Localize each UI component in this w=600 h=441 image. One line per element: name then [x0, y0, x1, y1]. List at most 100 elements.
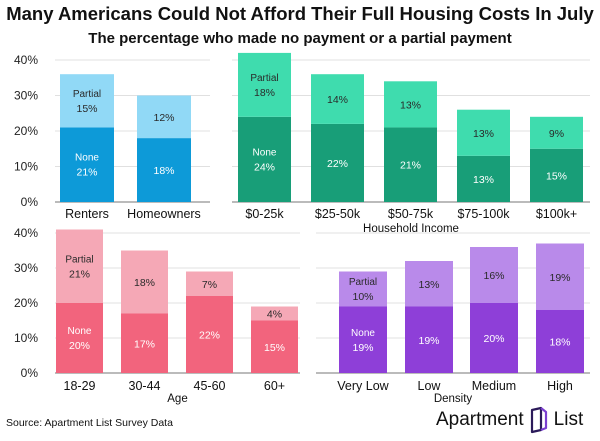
y-tick-label-2-2: 20% [14, 296, 38, 310]
data-label-2-0-1: 21% [69, 268, 90, 280]
y-tick-label-2-0: 0% [21, 366, 39, 380]
category-label-3-1: Low [418, 379, 442, 393]
category-label-3-3: High [547, 379, 573, 393]
bar-3-3-0 [536, 310, 584, 373]
x-axis-title-3: Density [434, 393, 473, 405]
data-label-1-2-1: 13% [400, 99, 421, 111]
data-label-3-1-0: 19% [418, 335, 439, 347]
data-label-0-0-0: 21% [76, 167, 97, 179]
y-tick-label-0-0: 0% [21, 195, 39, 209]
category-label-1-4: $100k+ [536, 207, 577, 221]
chart-title: Many Americans Could Not Afford Their Fu… [6, 3, 594, 24]
data-label-3-0-1: 10% [352, 291, 373, 303]
data-label-3-2-0: 20% [483, 333, 504, 345]
y-tick-label-0-4: 40% [14, 53, 38, 67]
series-name-label-1-0: None [253, 147, 277, 158]
data-label-2-1-1: 18% [134, 277, 155, 289]
bar-1-2-0 [384, 127, 437, 202]
data-label-2-3-1: 4% [267, 309, 282, 321]
bar-1-2-1 [384, 81, 437, 128]
series-name-label-2-0: None [68, 326, 92, 337]
data-label-3-3-0: 18% [549, 337, 570, 349]
bar-3-0-1 [339, 271, 387, 307]
y-tick-label-0-3: 30% [14, 89, 38, 103]
data-label-0-1-0: 18% [153, 165, 174, 177]
bar-3-3-1 [536, 243, 584, 310]
bar-0-1-0 [137, 138, 191, 202]
data-label-1-3-0: 13% [473, 174, 494, 186]
series-name-label-1-1: Partial [250, 73, 278, 84]
data-label-3-2-1: 16% [483, 270, 504, 282]
data-label-3-0-0: 19% [352, 342, 373, 354]
bar-3-2-0 [470, 303, 518, 373]
category-label-2-2: 45-60 [194, 379, 226, 393]
category-label-1-0: $0-25k [245, 207, 284, 221]
bar-1-1-0 [311, 123, 364, 202]
category-label-2-0: 18-29 [64, 379, 96, 393]
category-label-2-1: 30-44 [129, 379, 161, 393]
source-note: Source: Apartment List Survey Data [6, 417, 173, 429]
y-tick-label-0-1: 10% [14, 160, 38, 174]
bar-3-2-1 [470, 247, 518, 303]
data-label-2-1-0: 17% [134, 338, 155, 350]
y-tick-label-2-1: 10% [14, 331, 38, 345]
bar-1-0-0 [238, 116, 291, 202]
bar-1-4-0 [530, 148, 583, 202]
bar-0-0-0 [60, 127, 114, 202]
data-label-1-1-1: 14% [327, 94, 348, 106]
bar-2-1-0 [121, 313, 168, 373]
data-label-0-1-1: 12% [153, 112, 174, 124]
x-axis-title-2: Age [167, 393, 187, 405]
data-label-1-2-0: 21% [400, 160, 421, 172]
series-name-label-2-1: Partial [65, 254, 93, 265]
bar-1-4-1 [530, 116, 583, 149]
y-tick-label-0-2: 20% [14, 124, 38, 138]
data-label-3-1-1: 13% [418, 279, 439, 291]
data-label-1-0-0: 24% [254, 161, 275, 173]
data-label-2-2-1: 7% [202, 279, 217, 291]
category-label-1-1: $25-50k [315, 207, 361, 221]
data-label-2-2-0: 22% [199, 330, 220, 342]
category-label-1-2: $50-75k [388, 207, 434, 221]
data-label-2-3-0: 15% [264, 342, 285, 354]
chart-subtitle: The percentage who made no payment or a … [88, 30, 512, 47]
data-label-1-0-1: 18% [254, 87, 275, 99]
bar-2-2-0 [186, 296, 233, 373]
brand-name-part-1: Apartment [436, 409, 524, 430]
bar-1-1-1 [311, 74, 364, 124]
bar-1-0-1 [238, 52, 291, 117]
data-label-1-1-0: 22% [327, 158, 348, 170]
bar-2-0-1 [56, 229, 103, 303]
bar-3-1-1 [405, 261, 453, 307]
brand-logo: Apartment List [436, 404, 583, 436]
data-label-1-4-1: 9% [549, 128, 564, 140]
bar-0-1-1 [137, 95, 191, 139]
y-tick-label-2-3: 30% [14, 261, 38, 275]
series-name-label-3-1: Partial [349, 277, 377, 288]
data-label-1-3-1: 13% [473, 128, 494, 140]
data-label-2-0-0: 20% [69, 340, 90, 352]
bar-1-3-1 [457, 109, 510, 156]
series-name-label-0-1: Partial [73, 89, 101, 100]
y-tick-label-2-4: 40% [14, 226, 38, 240]
category-label-3-0: Very Low [337, 379, 389, 393]
x-axis-title-1: Household Income [363, 223, 459, 235]
category-label-1-3: $75-100k [457, 207, 510, 221]
bar-0-0-1 [60, 74, 114, 128]
brand-logo-icon [530, 406, 547, 434]
brand-name-2: List [553, 409, 584, 430]
bar-2-0-0 [56, 303, 103, 373]
bar-3-0-0 [339, 306, 387, 373]
bar-2-1-1 [121, 250, 168, 314]
brand-name: Apartment [436, 409, 524, 431]
data-label-1-4-0: 15% [546, 170, 567, 182]
bar-1-3-0 [457, 155, 510, 202]
series-name-label-3-0: None [351, 328, 375, 339]
category-label-2-3: 60+ [264, 379, 285, 393]
data-label-3-3-1: 19% [549, 272, 570, 284]
bar-2-3-0 [251, 320, 298, 373]
series-name-label-0-0: None [75, 153, 99, 164]
bar-2-3-1 [251, 306, 298, 321]
category-label-0-0: Renters [65, 207, 109, 221]
